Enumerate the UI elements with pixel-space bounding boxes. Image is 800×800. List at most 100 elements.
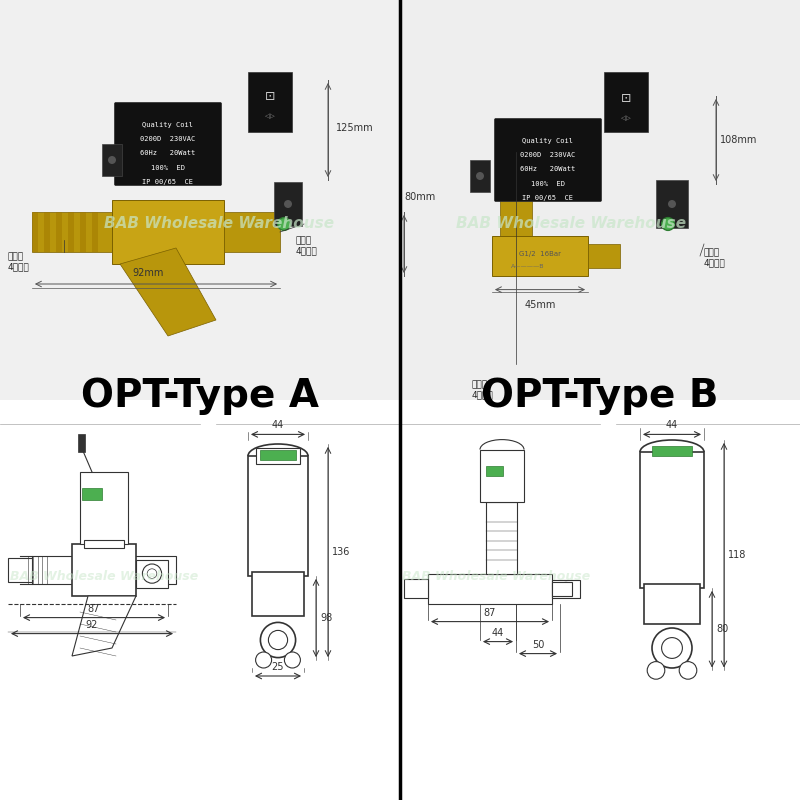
Bar <box>640 452 704 588</box>
Text: 60Hz   20Watt: 60Hz 20Watt <box>520 166 576 172</box>
Text: 50: 50 <box>532 640 544 650</box>
Bar <box>500 142 532 147</box>
Bar <box>428 574 552 604</box>
Text: G1/2  16Bar: G1/2 16Bar <box>519 251 561 257</box>
Bar <box>32 212 38 252</box>
Circle shape <box>679 662 697 679</box>
Text: BAB Wholesale Warehouse: BAB Wholesale Warehouse <box>104 217 334 231</box>
Bar <box>480 450 524 502</box>
Text: OPT-Type B: OPT-Type B <box>482 377 718 415</box>
Text: OPT-Type A: OPT-Type A <box>81 377 319 415</box>
Bar <box>92 212 98 252</box>
Bar <box>80 212 86 252</box>
Bar <box>486 502 517 574</box>
Text: 80: 80 <box>716 624 728 634</box>
Bar <box>84 540 124 548</box>
Bar <box>500 170 532 176</box>
Text: 80mm: 80mm <box>404 192 435 202</box>
Text: 100%  ED: 100% ED <box>151 165 185 170</box>
Bar <box>470 160 490 192</box>
Text: ⊡: ⊡ <box>265 90 275 102</box>
Text: BAB Wholesale Warehouse: BAB Wholesale Warehouse <box>10 570 198 582</box>
Bar <box>224 212 280 252</box>
Bar <box>404 579 428 598</box>
Bar <box>644 584 700 624</box>
Bar <box>102 144 122 176</box>
Bar <box>248 72 292 132</box>
Text: 87: 87 <box>484 608 496 618</box>
Bar <box>78 434 85 452</box>
Circle shape <box>255 652 271 668</box>
Bar <box>500 152 532 248</box>
FancyBboxPatch shape <box>494 118 602 202</box>
Bar <box>500 151 532 157</box>
Circle shape <box>668 200 676 208</box>
Text: 0200D  230VAC: 0200D 230VAC <box>520 152 576 158</box>
Text: ◁▷: ◁▷ <box>265 113 275 119</box>
Bar <box>252 572 304 616</box>
Bar <box>500 132 532 138</box>
Bar <box>492 236 588 276</box>
Circle shape <box>147 569 157 578</box>
Circle shape <box>108 156 116 164</box>
Circle shape <box>260 622 296 658</box>
Bar <box>56 212 62 252</box>
Text: 92mm: 92mm <box>132 268 164 278</box>
Text: 136: 136 <box>332 547 350 557</box>
Text: 排水口
4分内牙: 排水口 4分内牙 <box>296 236 318 255</box>
Bar <box>82 488 102 500</box>
Text: 125mm: 125mm <box>336 123 374 133</box>
Bar <box>400 0 800 400</box>
Bar <box>32 556 176 584</box>
Bar <box>44 212 50 252</box>
Bar <box>652 446 692 456</box>
Text: 60Hz   20Watt: 60Hz 20Watt <box>140 150 196 157</box>
Text: 44: 44 <box>666 421 678 430</box>
Text: 44: 44 <box>492 627 504 638</box>
Bar <box>656 180 688 228</box>
Text: 0200D  230VAC: 0200D 230VAC <box>140 136 196 142</box>
Bar <box>248 456 308 576</box>
Circle shape <box>284 200 292 208</box>
Circle shape <box>647 662 665 679</box>
Bar <box>0 424 200 800</box>
Bar <box>256 448 300 464</box>
Text: BAB Wholesale Warehouse: BAB Wholesale Warehouse <box>456 217 686 231</box>
Text: A————B: A————B <box>511 264 545 269</box>
Circle shape <box>476 172 484 180</box>
Text: 进水口
4分外牙: 进水口 4分外牙 <box>8 252 30 271</box>
Bar <box>260 450 296 460</box>
Text: 108mm: 108mm <box>720 135 758 145</box>
Text: 92: 92 <box>86 619 98 630</box>
Bar <box>604 72 648 132</box>
Circle shape <box>662 638 682 658</box>
Text: BAB Wholesale Warehouse: BAB Wholesale Warehouse <box>402 570 590 582</box>
Text: 100%  ED: 100% ED <box>531 181 565 186</box>
Bar <box>0 0 400 400</box>
Bar <box>552 582 572 596</box>
Bar <box>68 212 74 252</box>
Text: 44: 44 <box>272 421 284 430</box>
Text: 25: 25 <box>272 662 284 672</box>
Text: 进水口
4分外牙: 进水口 4分外牙 <box>472 380 494 399</box>
Circle shape <box>268 630 288 650</box>
Text: IP 00/65  CE: IP 00/65 CE <box>142 179 194 185</box>
Bar <box>112 200 224 264</box>
Text: ⊡: ⊡ <box>621 92 631 105</box>
Text: Quality Coil: Quality Coil <box>522 138 574 143</box>
Text: Quality Coil: Quality Coil <box>142 122 194 127</box>
Bar <box>216 424 400 800</box>
Circle shape <box>142 564 162 583</box>
Bar <box>136 560 168 588</box>
Bar <box>8 558 32 582</box>
Bar <box>500 161 532 166</box>
Text: 45mm: 45mm <box>524 300 556 310</box>
Bar <box>80 472 128 544</box>
Circle shape <box>560 582 573 595</box>
Circle shape <box>662 218 674 230</box>
Circle shape <box>278 218 290 230</box>
Circle shape <box>285 652 301 668</box>
Circle shape <box>652 628 692 668</box>
Polygon shape <box>72 596 136 656</box>
Polygon shape <box>120 248 216 336</box>
